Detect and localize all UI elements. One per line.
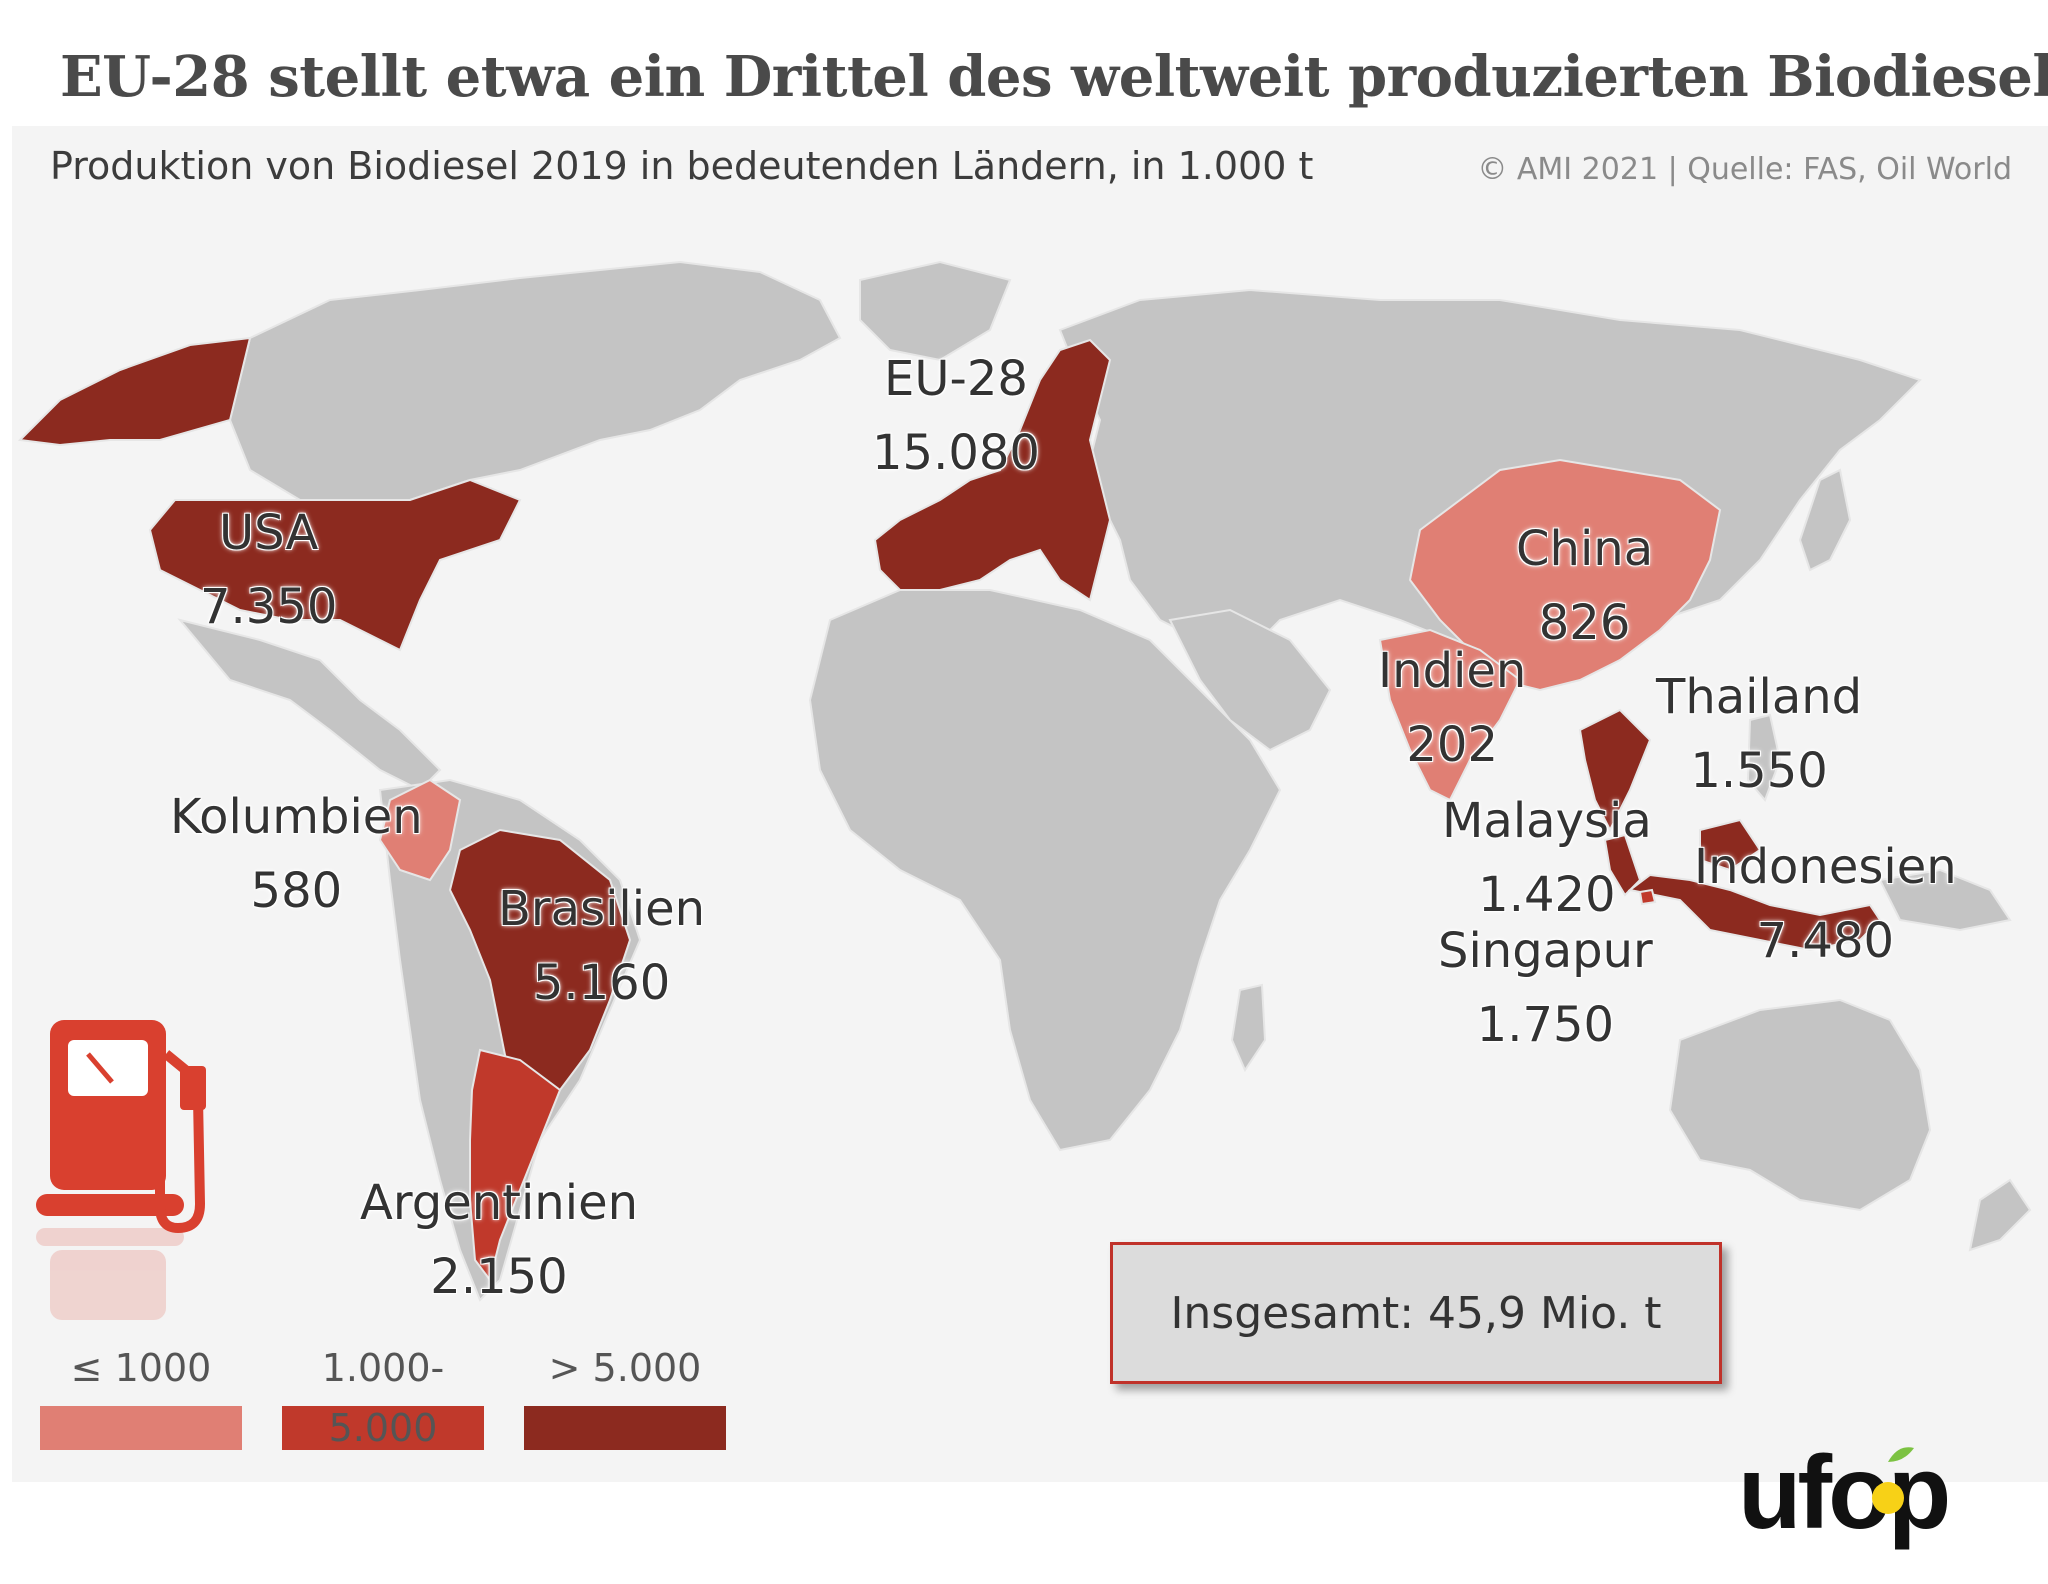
country-value-eu28: 15.080: [872, 425, 1040, 481]
legend-swatch-high: [524, 1406, 726, 1450]
country-value-malaysia: 1.420: [1478, 867, 1616, 923]
label-china: China 826: [1516, 512, 1653, 660]
legend-item-mid: 1.000-5.000: [282, 1338, 484, 1450]
country-value-usa: 7.350: [200, 579, 338, 635]
legend-label-low: ≤ 1000: [70, 1346, 212, 1390]
country-name-brazil: Brasilien: [498, 881, 706, 937]
legend-item-high: > 5.000: [524, 1338, 726, 1450]
country-value-india: 202: [1406, 717, 1498, 773]
country-name-indonesia: Indonesien: [1694, 839, 1957, 895]
fuel-pump-icon: [36, 1020, 206, 1320]
country-name-colombia: Kolumbien: [170, 789, 423, 845]
thailand-shape: [1578, 708, 1652, 833]
legend-label-high: > 5.000: [548, 1346, 702, 1390]
country-name-argentina: Argentinien: [360, 1175, 639, 1231]
label-indonesia: Indonesien 7.480: [1694, 830, 1957, 978]
svg-text:ufop: ufop: [1738, 1436, 1948, 1551]
usa-shape: [148, 478, 522, 652]
label-india: Indien 202: [1378, 634, 1526, 782]
legend-label-mid: 1.000-5.000: [321, 1346, 445, 1450]
country-name-india: Indien: [1378, 643, 1527, 699]
legend-swatch-mid: [282, 1406, 484, 1450]
chart-subtitle: Produktion von Biodiesel 2019 in bedeute…: [50, 144, 1314, 188]
label-singapore: Singapur 1.750: [1438, 914, 1653, 1062]
country-value-indonesia: 7.480: [1756, 913, 1895, 969]
total-box: Insgesamt: 45,9 Mio. t: [1110, 1242, 1722, 1384]
canada-shape: [228, 260, 842, 501]
country-name-singapore: Singapur: [1438, 923, 1653, 979]
country-name-malaysia: Malaysia: [1442, 793, 1652, 849]
papua-shape: [1878, 868, 2012, 932]
country-value-thailand: 1.550: [1690, 743, 1828, 799]
eu28-shape: [873, 338, 1112, 602]
chart-title: EU-28 stellt etwa ein Drittel des weltwe…: [60, 44, 2048, 110]
country-name-eu28: EU-28: [884, 351, 1028, 407]
madagascar-shape: [1230, 983, 1267, 1073]
country-value-singapore: 1.750: [1476, 997, 1615, 1053]
country-value-argentina: 2.150: [430, 1249, 568, 1305]
label-eu28: EU-28 15.080: [872, 342, 1040, 490]
source-note: © AMI 2021 | Quelle: FAS, Oil World: [1477, 152, 2012, 187]
label-argentina: Argentinien 2.150: [360, 1166, 638, 1314]
new-zealand-shape: [1968, 1178, 2032, 1252]
country-value-brazil: 5.160: [532, 955, 671, 1011]
label-usa: USA 7.350: [200, 496, 337, 644]
arabia-shape: [1168, 608, 1332, 752]
colombia-shape: [378, 778, 462, 882]
legend-swatch-low: [40, 1406, 242, 1450]
label-brazil: Brasilien 5.160: [498, 872, 705, 1020]
greenland-shape: [859, 260, 1012, 362]
africa-shape: [808, 589, 1282, 1152]
alaska-shape: [17, 336, 252, 447]
leaf-drop-icon: [1872, 1447, 1914, 1514]
country-value-colombia: 580: [250, 863, 343, 919]
legend-item-low: ≤ 1000: [40, 1338, 242, 1450]
country-value-china: 826: [1538, 595, 1631, 651]
india-shape: [1378, 628, 1522, 802]
singapore-shape: [1638, 888, 1657, 906]
indonesia-shape: [1627, 873, 1882, 952]
argentina-shape: [469, 1048, 562, 1283]
ufop-logo: ufop: [1738, 1436, 1952, 1551]
label-colombia: Kolumbien 580: [170, 780, 423, 928]
country-name-thailand: Thailand: [1656, 669, 1863, 725]
philippines-shape: [1746, 713, 1782, 802]
total-text: Insgesamt: 45,9 Mio. t: [1170, 1287, 1662, 1339]
label-malaysia: Malaysia 1.420: [1442, 784, 1652, 932]
japan-shape: [1798, 468, 1852, 572]
label-thailand: Thailand 1.550: [1656, 660, 1862, 808]
australia-shape: [1668, 998, 1932, 1212]
country-name-usa: USA: [219, 505, 319, 561]
country-name-china: China: [1516, 521, 1654, 577]
